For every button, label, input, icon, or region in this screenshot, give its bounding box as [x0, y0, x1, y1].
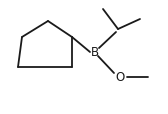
- Text: O: O: [115, 71, 125, 84]
- Text: B: B: [91, 46, 99, 59]
